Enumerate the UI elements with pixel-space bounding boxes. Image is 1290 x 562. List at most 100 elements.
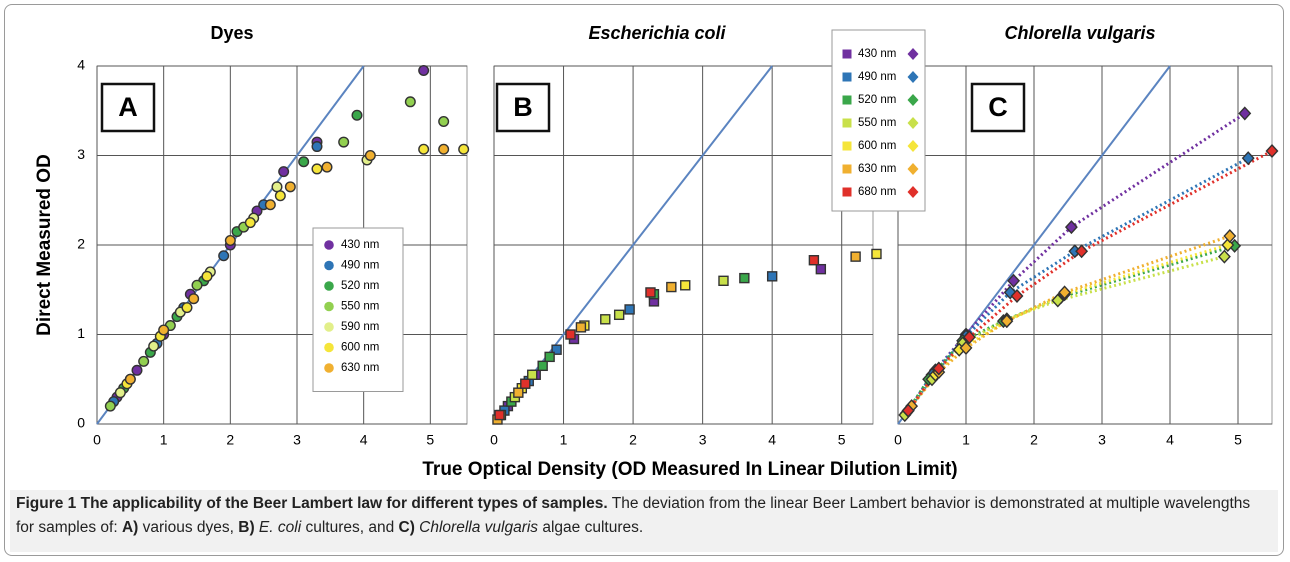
data-point: [438, 115, 450, 127]
data-point: [124, 373, 136, 385]
caption-text: algae cultures.: [538, 519, 644, 536]
legend-marker: [324, 363, 334, 373]
data-point: [274, 190, 286, 202]
legend-marker: [324, 281, 334, 291]
x-tick-label: 1: [160, 432, 168, 448]
caption-text: various dyes,: [138, 519, 239, 536]
x-tick-label: 5: [1234, 432, 1242, 448]
data-point: [218, 250, 230, 262]
data-point: [527, 369, 538, 380]
data-point: [680, 280, 691, 291]
y-tick-label: 3: [77, 146, 85, 162]
data-point: [850, 251, 861, 262]
x-tick-label: 2: [629, 432, 637, 448]
data-point: [600, 314, 611, 325]
panel-label: A: [118, 92, 138, 122]
x-axis-label: True Optical Density (OD Measured In Lin…: [422, 459, 957, 480]
x-tick-label: 5: [426, 432, 434, 448]
legend-label: 600 nm: [858, 140, 896, 152]
legend-marker: [907, 163, 919, 175]
y-axis-label: Direct Measured OD: [34, 154, 55, 336]
caption: Figure 1 The applicability of the Beer L…: [10, 490, 1278, 552]
data-point: [624, 304, 635, 315]
legend-marker: [324, 301, 334, 312]
data-point: [575, 322, 587, 333]
caption-text: C): [398, 519, 415, 536]
legend-label: 430 nm: [858, 48, 896, 60]
x-tick-label: 4: [1166, 432, 1174, 448]
legend-marker: [324, 342, 334, 353]
panel-label-box: [970, 82, 1026, 133]
data-point: [718, 275, 729, 286]
data-point: [645, 287, 656, 298]
data-point: [321, 161, 333, 173]
caption-text: The deviation from the linear Beer Lambe…: [16, 495, 1255, 536]
legend-label: 490 nm: [341, 260, 379, 272]
x-tick-label: 3: [1098, 432, 1106, 448]
data-point: [311, 163, 323, 175]
data-point: [1223, 229, 1237, 244]
data-point: [351, 109, 363, 121]
data-point: [871, 248, 882, 260]
legend-marker: [842, 72, 852, 82]
data-point: [158, 324, 170, 336]
x-tick-label: 1: [560, 432, 568, 448]
data-point: [1075, 244, 1089, 259]
caption-text: Figure 1 The applicability of the Beer L…: [16, 495, 608, 512]
legend-marker: [842, 118, 852, 128]
data-point: [148, 340, 160, 352]
legend-label: 600 nm: [341, 342, 379, 354]
caption-text: A): [121, 519, 139, 536]
data-point: [244, 217, 256, 229]
data-point: [224, 235, 236, 247]
legend-marker: [907, 71, 919, 83]
legend-label: 550 nm: [858, 117, 896, 129]
data-point: [520, 378, 531, 389]
panel-label-box: [495, 82, 551, 133]
panel-label: B: [513, 92, 533, 122]
x-tick-label: 4: [768, 432, 776, 448]
data-point: [418, 143, 430, 155]
data-point: [1010, 288, 1024, 304]
data-point: [1007, 273, 1021, 288]
y-tick-label: 2: [77, 236, 85, 252]
trend-line: [903, 255, 1225, 416]
legend-label: 630 nm: [858, 163, 896, 175]
legend-marker: [842, 49, 852, 59]
data-point: [338, 136, 350, 148]
legend-label: 520 nm: [858, 94, 896, 106]
data-point: [418, 64, 430, 76]
x-tick-label: 0: [894, 432, 902, 448]
chart: Direct Measured OD True Optical Density …: [34, 23, 1279, 480]
legend-label: 680 nm: [858, 186, 896, 198]
legend-marker: [907, 48, 919, 60]
data-point: [188, 293, 200, 305]
data-point: [114, 387, 126, 399]
data-point: [962, 330, 976, 345]
data-point: [404, 96, 416, 108]
legend-marker: [842, 187, 852, 197]
legend-marker: [907, 186, 919, 198]
data-point: [815, 263, 827, 275]
legend-label: 590 nm: [341, 321, 379, 333]
panel-title: Chlorella vulgaris: [1004, 23, 1155, 43]
data-point: [494, 409, 505, 421]
data-point: [1064, 220, 1078, 235]
data-point: [1265, 143, 1279, 159]
x-tick-label: 1: [962, 432, 970, 448]
legend-marker: [324, 260, 334, 271]
data-point: [181, 302, 193, 314]
panel-label-box: [100, 82, 156, 133]
caption-text: Chlorella vulgaris: [414, 519, 539, 536]
x-tick-label: 0: [490, 432, 498, 448]
y-tick-label: 4: [77, 57, 85, 73]
caption-text: E. coli: [254, 519, 302, 536]
data-point: [666, 281, 677, 293]
frame: [4, 4, 1284, 556]
data-point: [271, 181, 283, 193]
data-point: [458, 143, 470, 155]
data-point: [613, 309, 625, 321]
x-tick-label: 5: [838, 432, 846, 448]
data-point: [1217, 249, 1231, 264]
